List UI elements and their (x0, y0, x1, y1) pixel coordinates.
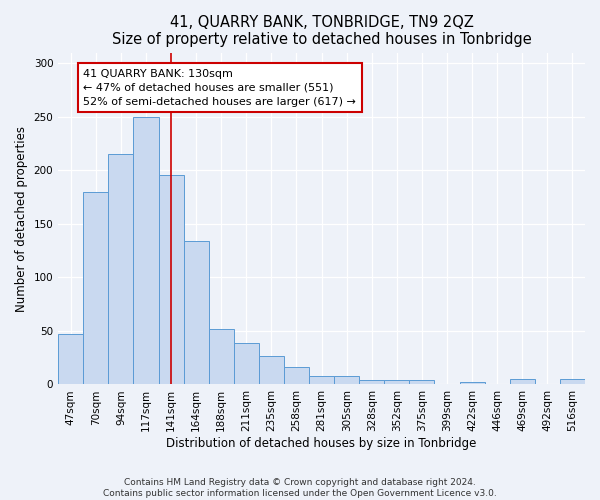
Bar (309, 376, 334, 384)
Bar (334, 376, 359, 384)
Bar (209, 329, 234, 384)
Text: Contains HM Land Registry data © Crown copyright and database right 2024.
Contai: Contains HM Land Registry data © Crown c… (103, 478, 497, 498)
Bar (460, 382, 485, 384)
Bar (560, 379, 585, 384)
Bar (510, 379, 535, 384)
Bar (158, 174, 184, 384)
Bar (259, 356, 284, 384)
Bar (184, 241, 209, 384)
Text: 41 QUARRY BANK: 130sqm
← 47% of detached houses are smaller (551)
52% of semi-de: 41 QUARRY BANK: 130sqm ← 47% of detached… (83, 69, 356, 107)
Bar (359, 380, 385, 384)
Bar (409, 380, 434, 384)
Bar (385, 380, 409, 384)
Bar (58, 334, 83, 384)
Y-axis label: Number of detached properties: Number of detached properties (15, 126, 28, 312)
Bar (234, 342, 259, 384)
Bar (133, 117, 158, 384)
Bar (109, 154, 133, 384)
Bar (284, 368, 309, 384)
Title: 41, QUARRY BANK, TONBRIDGE, TN9 2QZ
Size of property relative to detached houses: 41, QUARRY BANK, TONBRIDGE, TN9 2QZ Size… (112, 15, 532, 48)
Bar (83, 192, 109, 384)
X-axis label: Distribution of detached houses by size in Tonbridge: Distribution of detached houses by size … (166, 437, 477, 450)
